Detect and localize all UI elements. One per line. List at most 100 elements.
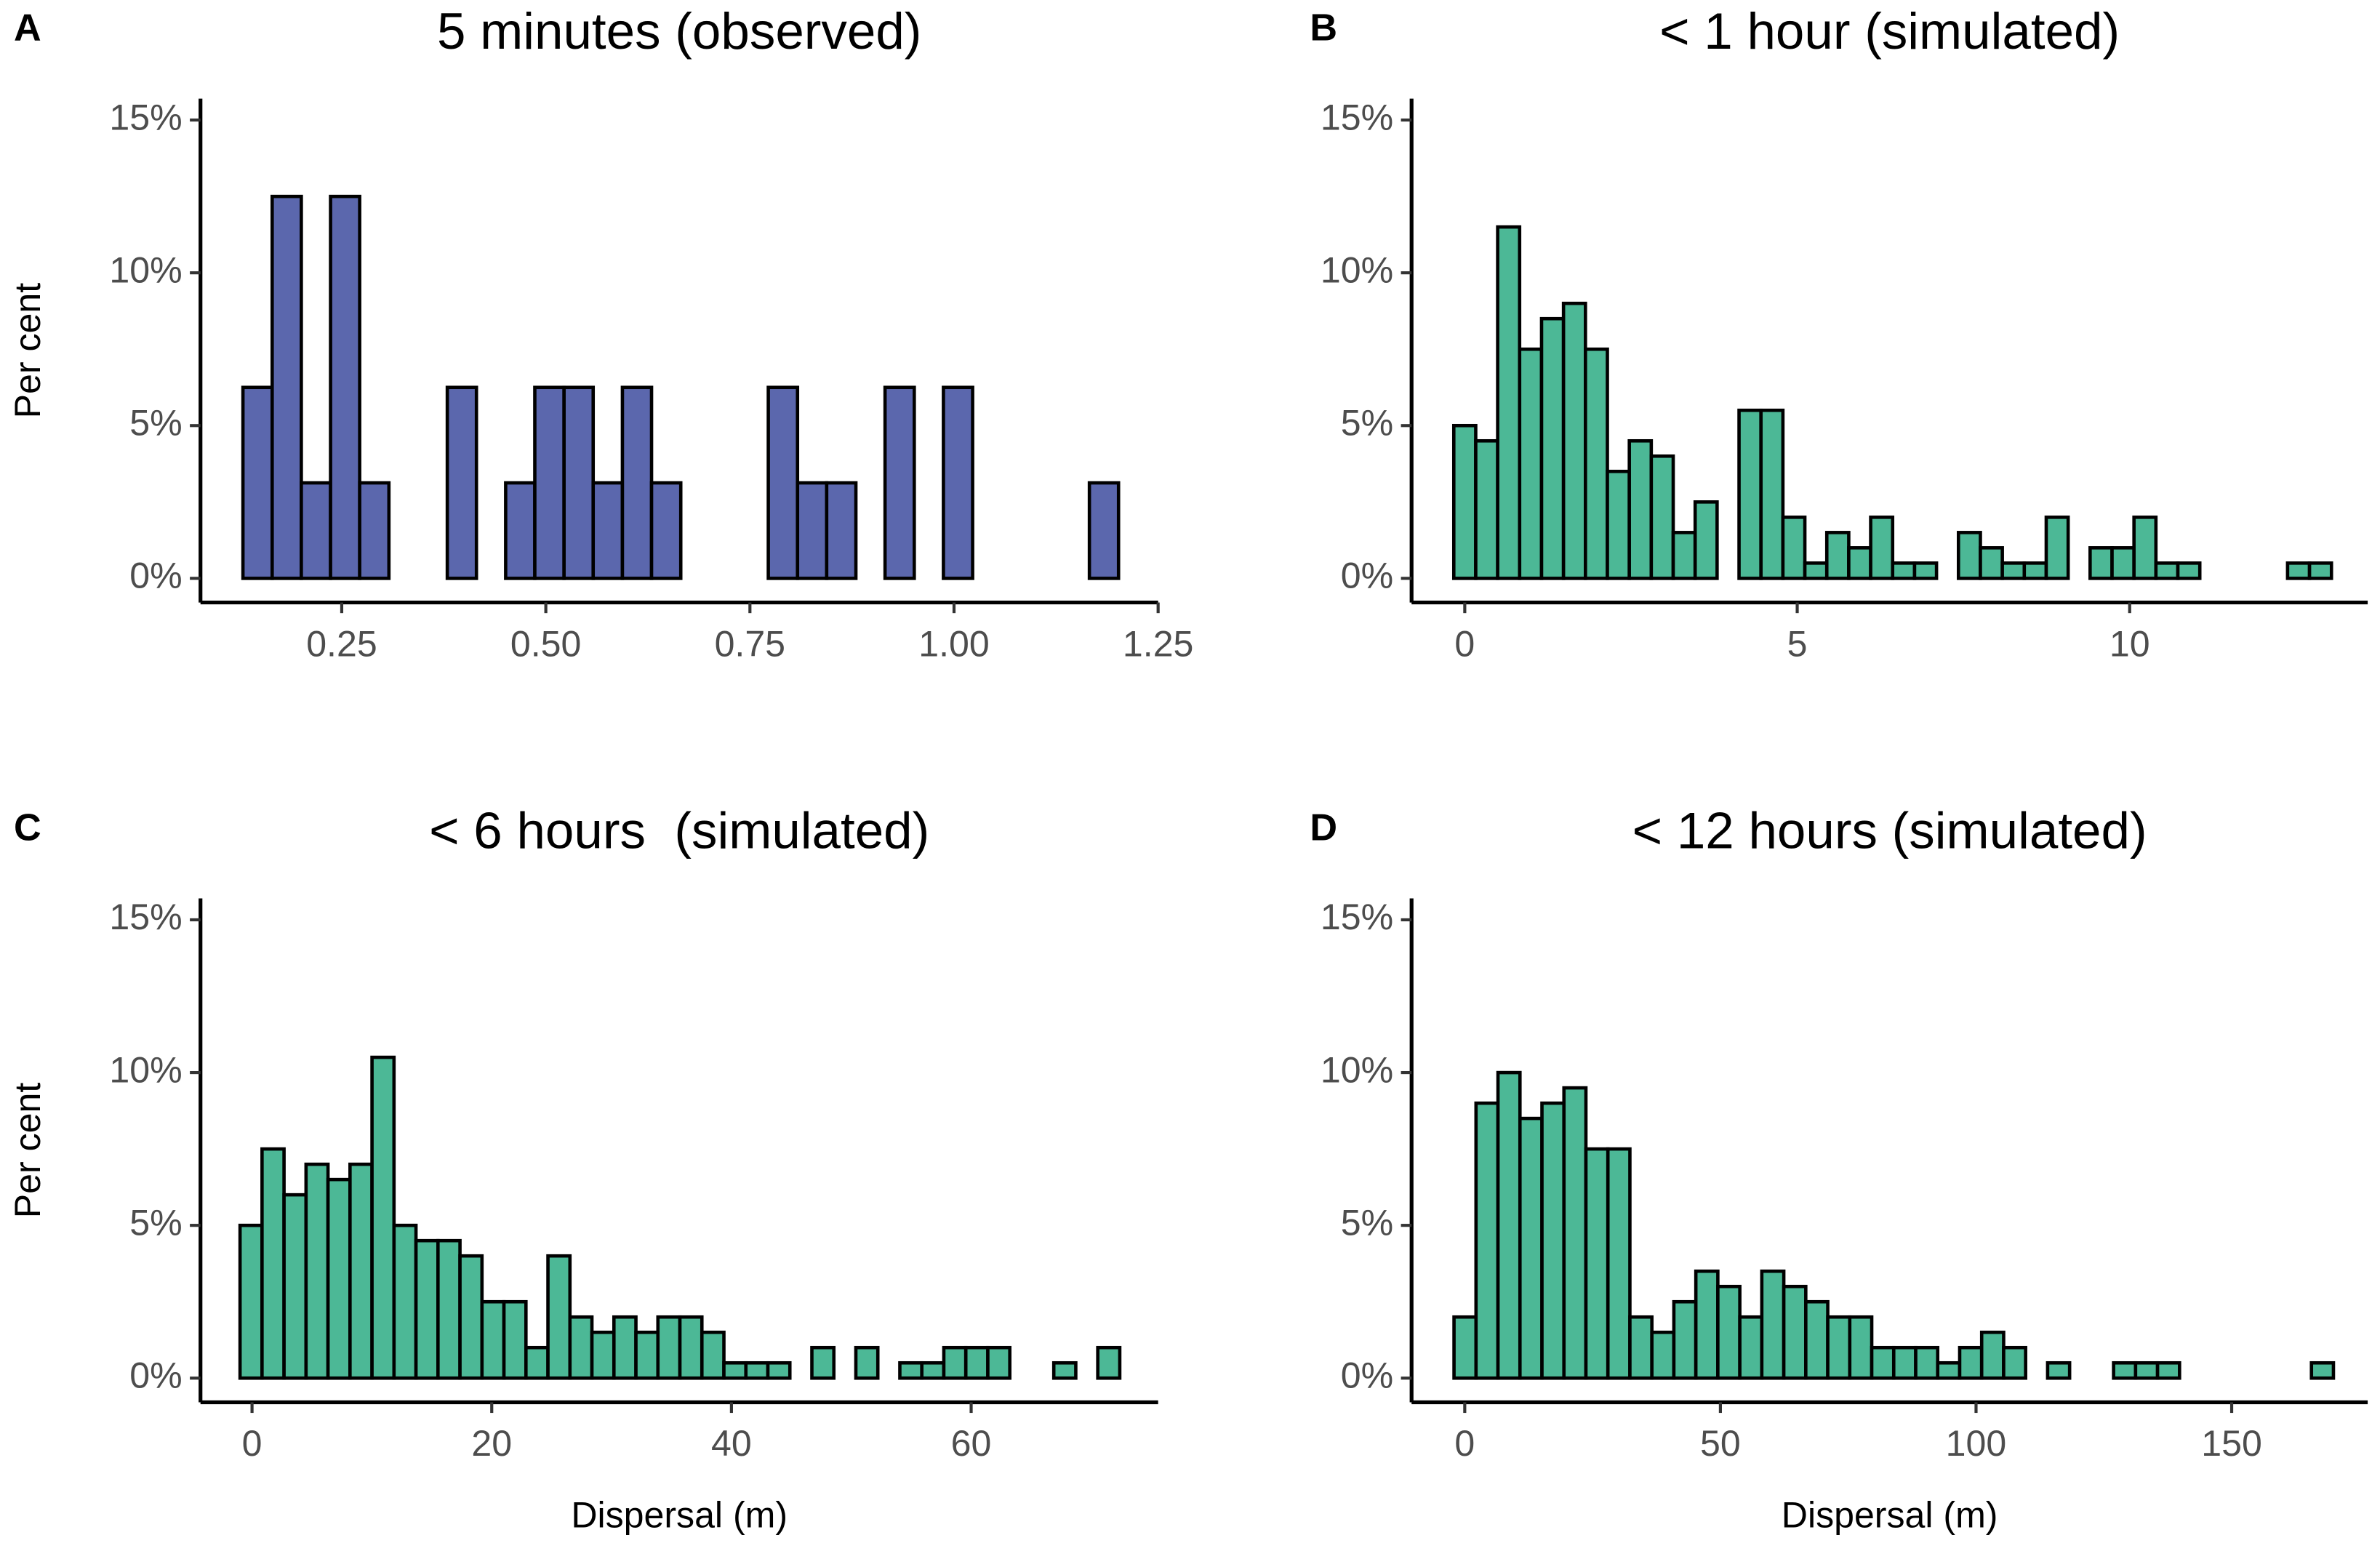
histogram-bar (1737, 408, 1763, 580)
histogram-bar (1979, 1330, 2006, 1380)
histogram-bar (1782, 1284, 1808, 1380)
histogram-bar (436, 1238, 462, 1380)
histogram-bar (649, 481, 683, 580)
histogram-bar (1847, 546, 1872, 580)
histogram-bar (329, 194, 361, 580)
x-tick-label: 1.00 (918, 623, 989, 664)
histogram-bar (1826, 1315, 1852, 1380)
histogram-bar (612, 1315, 638, 1380)
x-tick-label: 50 (1700, 1423, 1741, 1464)
histogram-bar (241, 385, 274, 580)
x-tick-label: 150 (2201, 1423, 2262, 1464)
histogram-bar (1474, 438, 1499, 580)
histogram-bar (766, 1360, 792, 1380)
histogram-bar (1848, 1315, 1874, 1380)
x-tick-label: 0.50 (510, 623, 581, 664)
y-tick-label: 15% (109, 897, 182, 937)
histogram-bar (2155, 1360, 2181, 1380)
x-tick-label: 60 (951, 1423, 992, 1464)
histogram-bar (854, 1345, 880, 1380)
histogram-bar (304, 1162, 330, 1380)
histogram-bar (260, 1147, 286, 1380)
histogram-bar (1087, 481, 1121, 580)
histogram-bar (1693, 500, 1719, 580)
y-tick-label: 10% (109, 249, 182, 290)
histogram-bar (300, 481, 332, 580)
histogram-bar (480, 1299, 506, 1380)
histogram-bar (1561, 301, 1587, 580)
histogram-bar (766, 385, 800, 580)
x-tick-label: 0 (1454, 623, 1475, 664)
histogram-bar (2110, 546, 2136, 580)
histogram-bar (591, 481, 625, 580)
y-tick-label: 0% (1341, 556, 1393, 596)
histogram-bar (1051, 1360, 1078, 1380)
histogram-bar (1562, 1086, 1588, 1380)
histogram-bar (825, 481, 858, 580)
histogram-bar (358, 481, 391, 580)
histogram-bar (2088, 546, 2114, 580)
histogram-bar (1912, 561, 1939, 580)
histogram-bar (282, 1193, 308, 1380)
y-tick-label: 5% (129, 1202, 182, 1243)
histogram-bar (1804, 1299, 1830, 1380)
y-tick-label: 5% (129, 403, 182, 444)
panel-title: < 12 hours (simulated) (1632, 803, 2147, 860)
histogram-bar (370, 1055, 396, 1380)
histogram-bar (590, 1330, 616, 1380)
histogram-bar (986, 1345, 1011, 1380)
histogram-bar (1606, 470, 1631, 580)
histogram-bar (1694, 1269, 1720, 1380)
histogram-bar (2022, 561, 2048, 580)
histogram-bar (1781, 516, 1807, 580)
histogram-bar (1496, 1070, 1522, 1380)
histogram-bar (1672, 1299, 1698, 1380)
panel-label: B (1310, 7, 1337, 49)
histogram-bar (2154, 561, 2180, 580)
histogram-bar (1936, 1360, 1962, 1380)
histogram-bar (326, 1177, 352, 1380)
panel-title: < 1 hour (simulated) (1659, 3, 2120, 60)
histogram-bar (1451, 423, 1478, 580)
histogram-bar (1671, 531, 1697, 580)
histogram-bar (2176, 561, 2202, 580)
panel-label: C (14, 806, 41, 849)
x-axis-title: Dispersal (m) (571, 1494, 788, 1535)
histogram-bar (963, 1345, 990, 1380)
x-tick-label: 0.75 (715, 623, 785, 664)
histogram-bar (1869, 516, 1895, 580)
histogram-bar (458, 1254, 484, 1380)
x-tick-label: 20 (471, 1423, 512, 1464)
histogram-bar (2044, 516, 2070, 580)
histogram-bar (2307, 561, 2333, 580)
y-tick-label: 0% (129, 556, 182, 596)
histogram-bar (1474, 1101, 1500, 1380)
histogram-bar (810, 1345, 836, 1380)
x-tick-label: 0.25 (306, 623, 377, 664)
histogram-bar (414, 1238, 440, 1380)
y-tick-label: 5% (1341, 1202, 1393, 1243)
y-tick-label: 15% (1321, 897, 1393, 937)
panel-title: < 6 hours (simulated) (429, 803, 929, 860)
histogram-bar (700, 1330, 726, 1380)
histogram-bar (1738, 1315, 1764, 1380)
panel-title: 5 minutes (observed) (437, 3, 921, 60)
histogram-bar (2132, 516, 2158, 580)
panel-label: A (14, 7, 41, 49)
histogram-bar (2309, 1360, 2336, 1380)
histogram-bar (1627, 438, 1654, 580)
y-tick-label: 10% (1321, 1049, 1393, 1090)
histogram-bar (533, 385, 566, 580)
histogram-bar (524, 1345, 550, 1380)
histogram-bar (1891, 1345, 1918, 1380)
histogram-bar (1584, 347, 1609, 580)
histogram-bar (1452, 1315, 1478, 1380)
histogram-bar (744, 1360, 770, 1380)
histogram-bar (445, 385, 478, 580)
histogram-bar (1760, 1269, 1786, 1380)
y-tick-label: 0% (1341, 1355, 1393, 1396)
histogram-bar (796, 481, 829, 580)
histogram-bar (1096, 1345, 1122, 1380)
